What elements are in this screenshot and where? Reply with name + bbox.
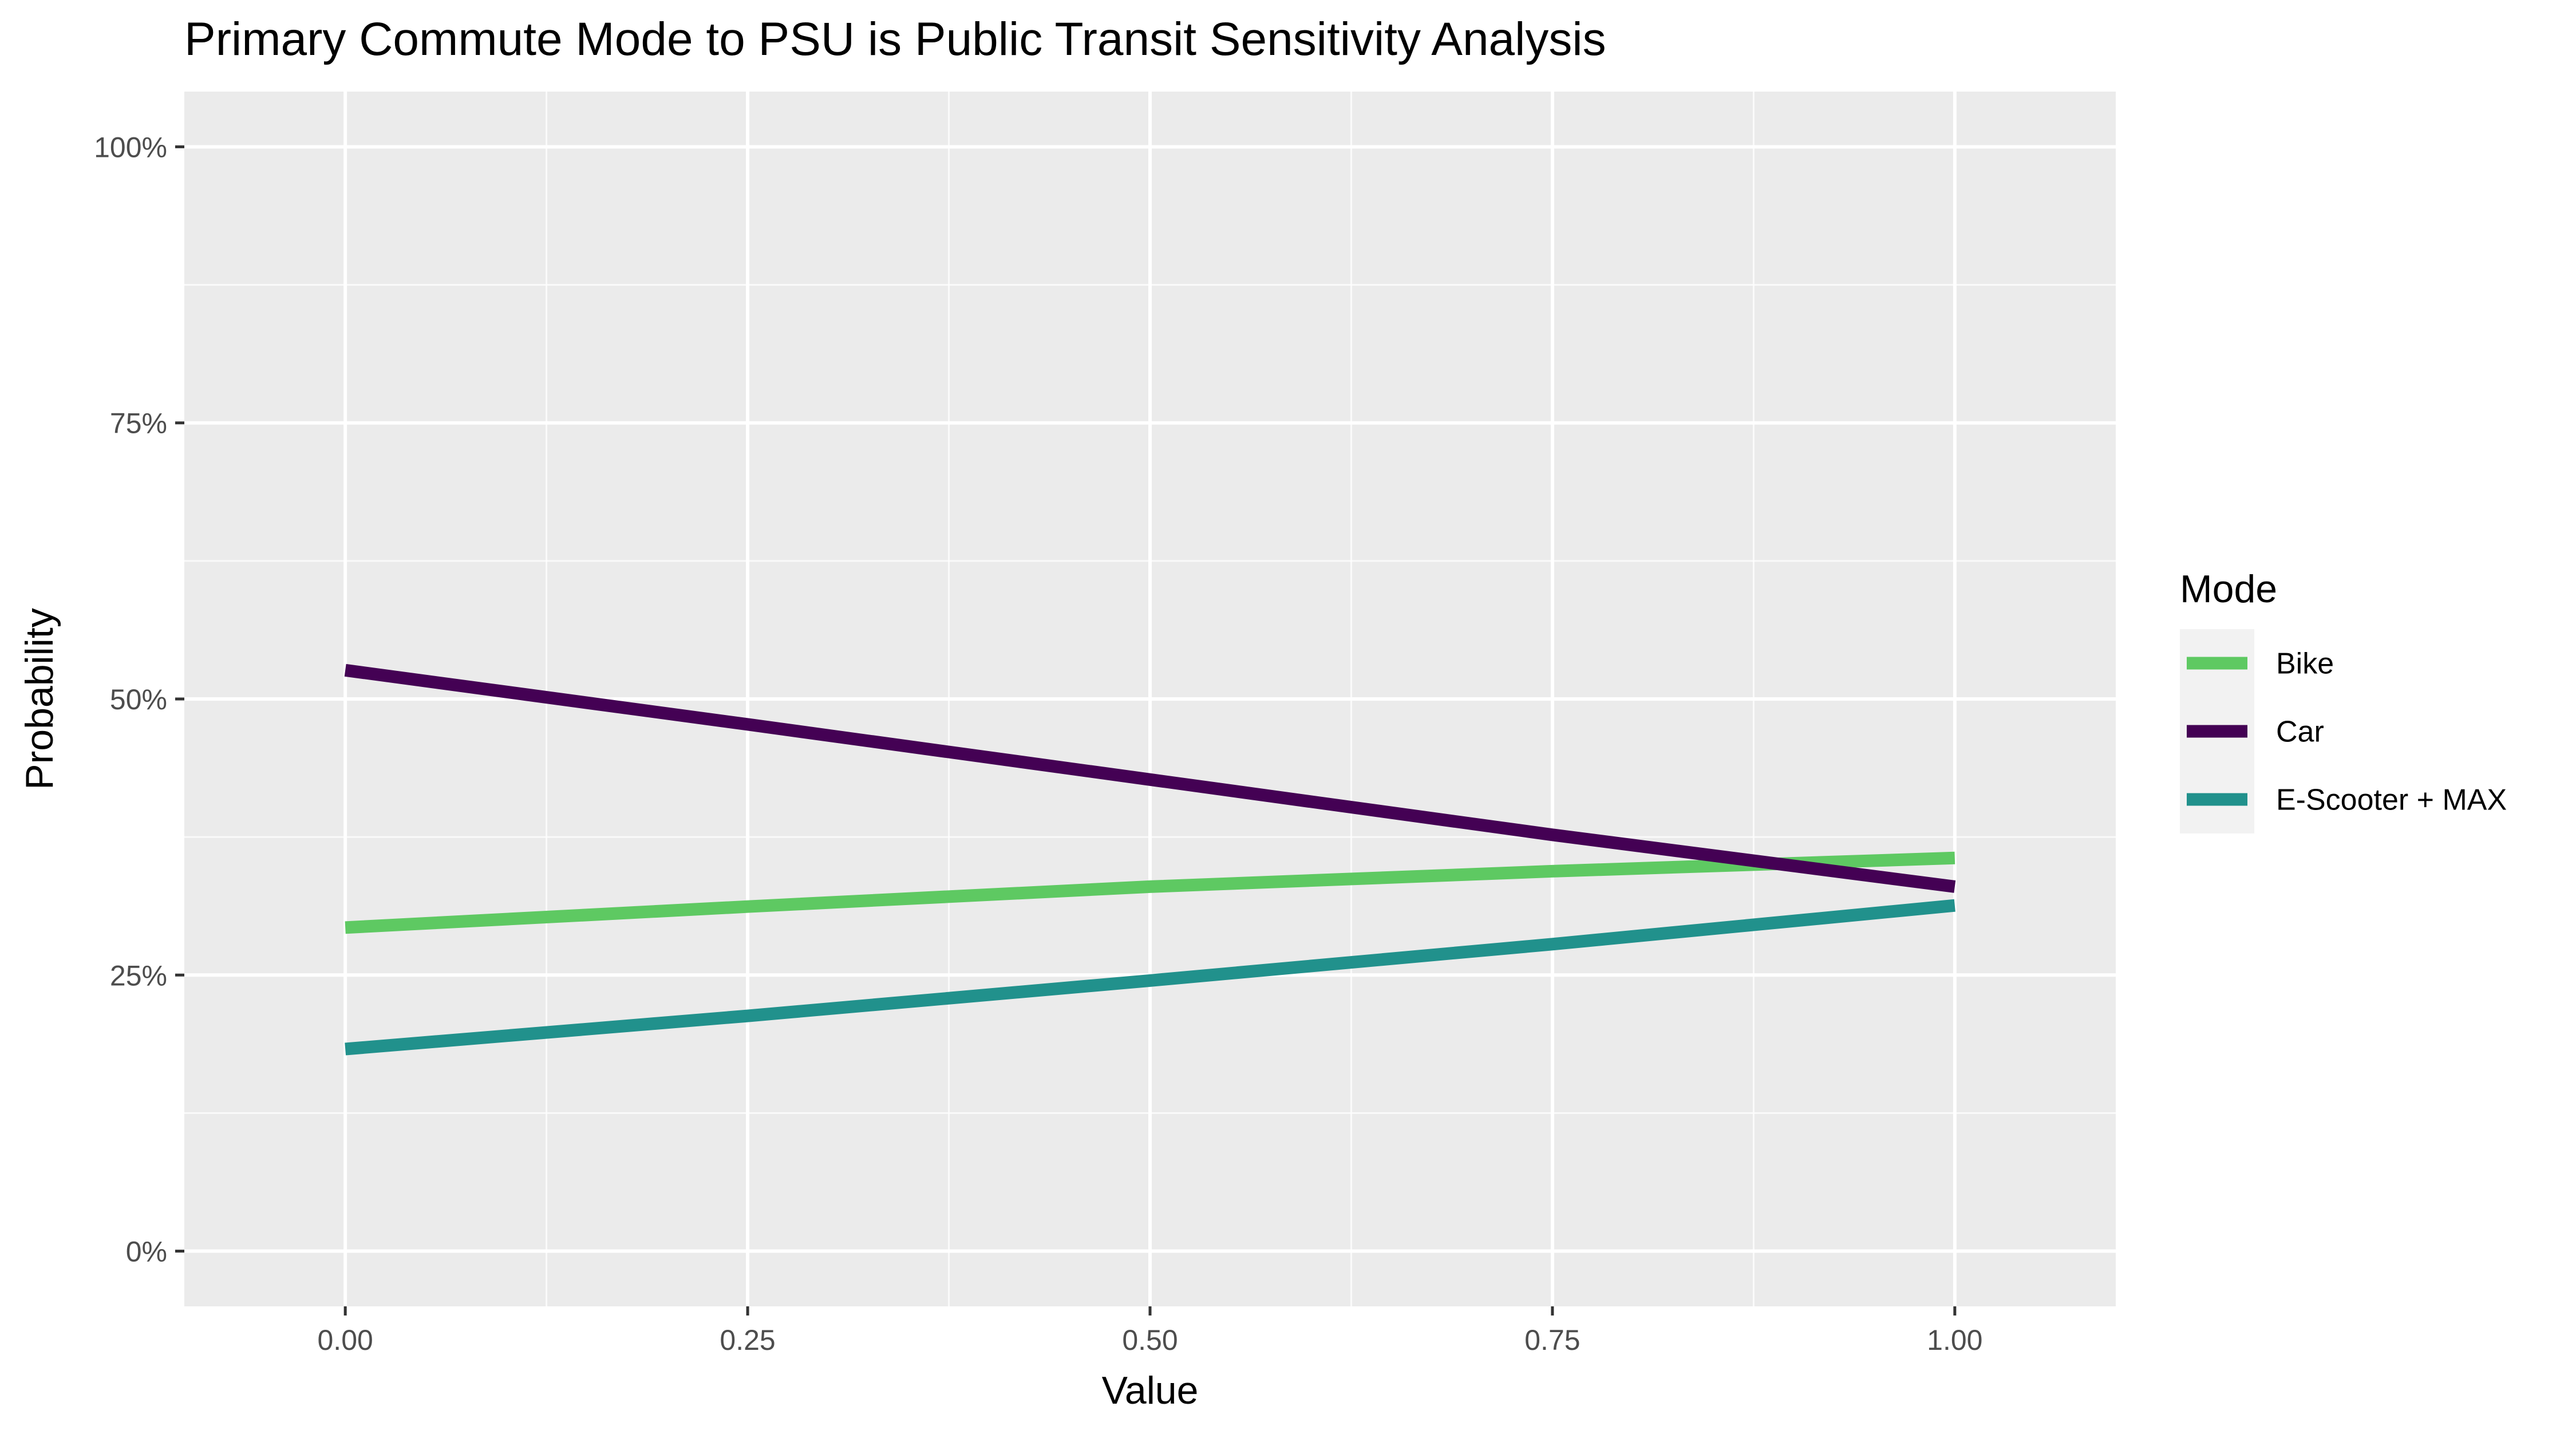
legend: Mode Bike Car E-Scooter + MAX <box>2180 567 2507 833</box>
y-tick-label: 100% <box>94 131 167 163</box>
y-tick-label: 0% <box>126 1236 167 1268</box>
series-lines <box>344 663 1956 1056</box>
legend-label-e-scooter-max: E-Scooter + MAX <box>2276 784 2507 817</box>
series-line-car <box>344 663 1956 893</box>
x-tick-label: 1.00 <box>1927 1324 1982 1356</box>
series-line-bike <box>345 851 1955 934</box>
x-axis-title: Value <box>1102 1369 1199 1412</box>
legend-title: Mode <box>2180 567 2277 611</box>
x-tick-label: 0.50 <box>1122 1324 1178 1356</box>
x-tick-label: 0.75 <box>1524 1324 1580 1356</box>
legend-label-car: Car <box>2276 716 2324 749</box>
x-axis: 0.00 0.25 0.50 0.75 1.00 <box>318 1306 1982 1356</box>
legend-label-bike: Bike <box>2276 647 2334 681</box>
chart-title: Primary Commute Mode to PSU is Public Tr… <box>184 13 1606 65</box>
y-axis-title: Probability <box>18 608 61 790</box>
major-gridlines <box>184 92 2116 1306</box>
legend-items: Bike Car E-Scooter + MAX <box>2180 629 2507 833</box>
series-line-e-scooter-max <box>345 899 1955 1056</box>
x-tick-label: 0.00 <box>318 1324 373 1356</box>
y-tick-label: 50% <box>110 684 167 716</box>
y-axis: 0% 25% 50% 75% 100% <box>94 131 184 1268</box>
y-tick-label: 75% <box>110 408 167 440</box>
x-tick-label: 0.25 <box>720 1324 775 1356</box>
y-tick-label: 25% <box>110 959 167 991</box>
